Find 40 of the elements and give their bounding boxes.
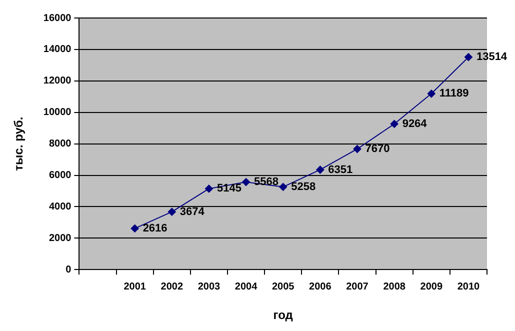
- x-axis-title: год: [273, 308, 294, 322]
- x-tick-label: 2007: [346, 281, 369, 292]
- x-tick-label: 2002: [160, 281, 184, 292]
- data-label: 3674: [180, 206, 206, 218]
- x-tick-label: 2005: [272, 281, 295, 292]
- x-tick-label: 2009: [420, 281, 443, 292]
- x-tick-label: 2001: [124, 281, 146, 292]
- data-label: 13514: [476, 51, 508, 64]
- x-tick-label: 2006: [309, 281, 332, 292]
- y-tick-label: 0: [66, 264, 72, 276]
- point: [464, 53, 472, 62]
- x-tick-label: 2003: [198, 281, 221, 292]
- point: [279, 182, 288, 191]
- y-tick-label: 8000: [48, 138, 72, 150]
- data-label: 5145: [216, 182, 242, 195]
- point: [316, 166, 324, 174]
- data-label: 9264: [402, 118, 428, 130]
- point: [353, 144, 362, 153]
- y-tick-label: 14000: [43, 44, 72, 56]
- y-axis-title: тыс. руб.: [12, 116, 26, 171]
- y-tick-label: 10000: [43, 107, 72, 118]
- data-label: 5258: [291, 180, 316, 193]
- data-label: 11189: [439, 88, 469, 100]
- y-tick-label: 6000: [48, 170, 72, 181]
- data-label: 2616: [142, 222, 168, 234]
- point: [168, 208, 176, 216]
- x-tick-label: 2004: [234, 281, 258, 292]
- y-tick-label: 4000: [48, 201, 72, 212]
- point: [390, 120, 398, 128]
- point: [130, 224, 139, 232]
- y-tick-label: 16000: [43, 12, 72, 24]
- x-tick-label: 2010: [457, 281, 480, 292]
- y-tick-label: 12000: [43, 76, 72, 87]
- x-tick-label: 2008: [383, 281, 406, 292]
- point: [242, 178, 250, 186]
- data-label: 6351: [328, 164, 353, 176]
- y-tick-label: 2000: [48, 232, 72, 244]
- point: [427, 90, 436, 98]
- point: [204, 184, 213, 193]
- data-label: 7670: [365, 143, 390, 156]
